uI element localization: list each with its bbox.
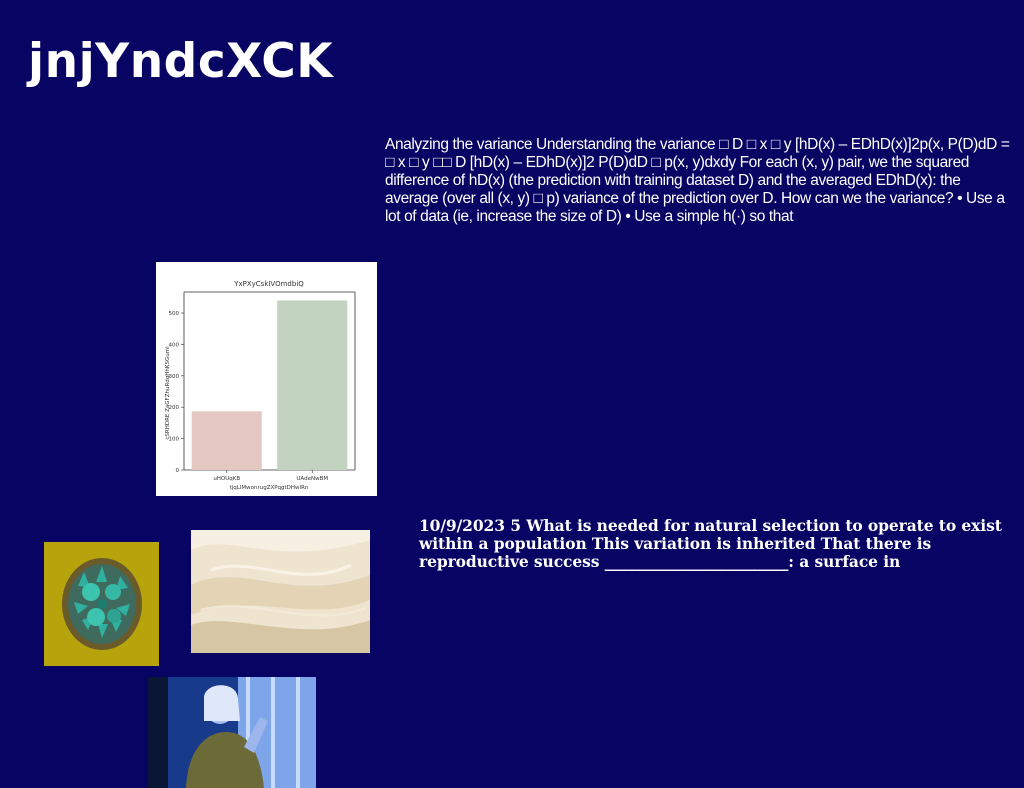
x-tick-label: uHOUqKB — [213, 476, 240, 482]
x-tick-label: UAdeNwBM — [296, 476, 328, 482]
bar-chart-svg: YxPXyCskIVOmdbiQ cSRHDRE ZaGFZhuRdqHhKSG… — [165, 280, 356, 491]
bar-uHOUqKB — [191, 411, 262, 470]
succulent-plant-image — [44, 542, 159, 666]
person-at-window-image — [148, 677, 316, 788]
chart-xlabel: tjqLlMwonrugZXPqgtDHwlRn — [230, 485, 309, 491]
bar-chart: YxPXyCskIVOmdbiQ cSRHDRE ZaGFZhuRdqHhKSG… — [156, 262, 377, 496]
natural-selection-paragraph: 10/9/2023 5 What is needed for natural s… — [419, 516, 1002, 571]
chart-ylabel: cSRHDRE ZaGFZhuRdqHhKSGuml — [165, 346, 171, 440]
y-tick-label: 500 — [169, 311, 180, 317]
y-tick-label: 0 — [176, 468, 180, 474]
page-title: jnjYndcXCK — [28, 34, 334, 89]
y-tick-label: 400 — [169, 342, 180, 348]
y-tick-label: 300 — [169, 374, 180, 380]
chart-title: YxPXyCskIVOmdbiQ — [233, 280, 304, 288]
bar-UAdeNwBM — [277, 300, 348, 470]
y-tick-label: 200 — [169, 405, 180, 411]
variance-paragraph: Analyzing the variance Understanding the… — [385, 136, 1010, 225]
sand-dunes-image — [191, 530, 370, 653]
y-tick-label: 100 — [169, 437, 180, 443]
